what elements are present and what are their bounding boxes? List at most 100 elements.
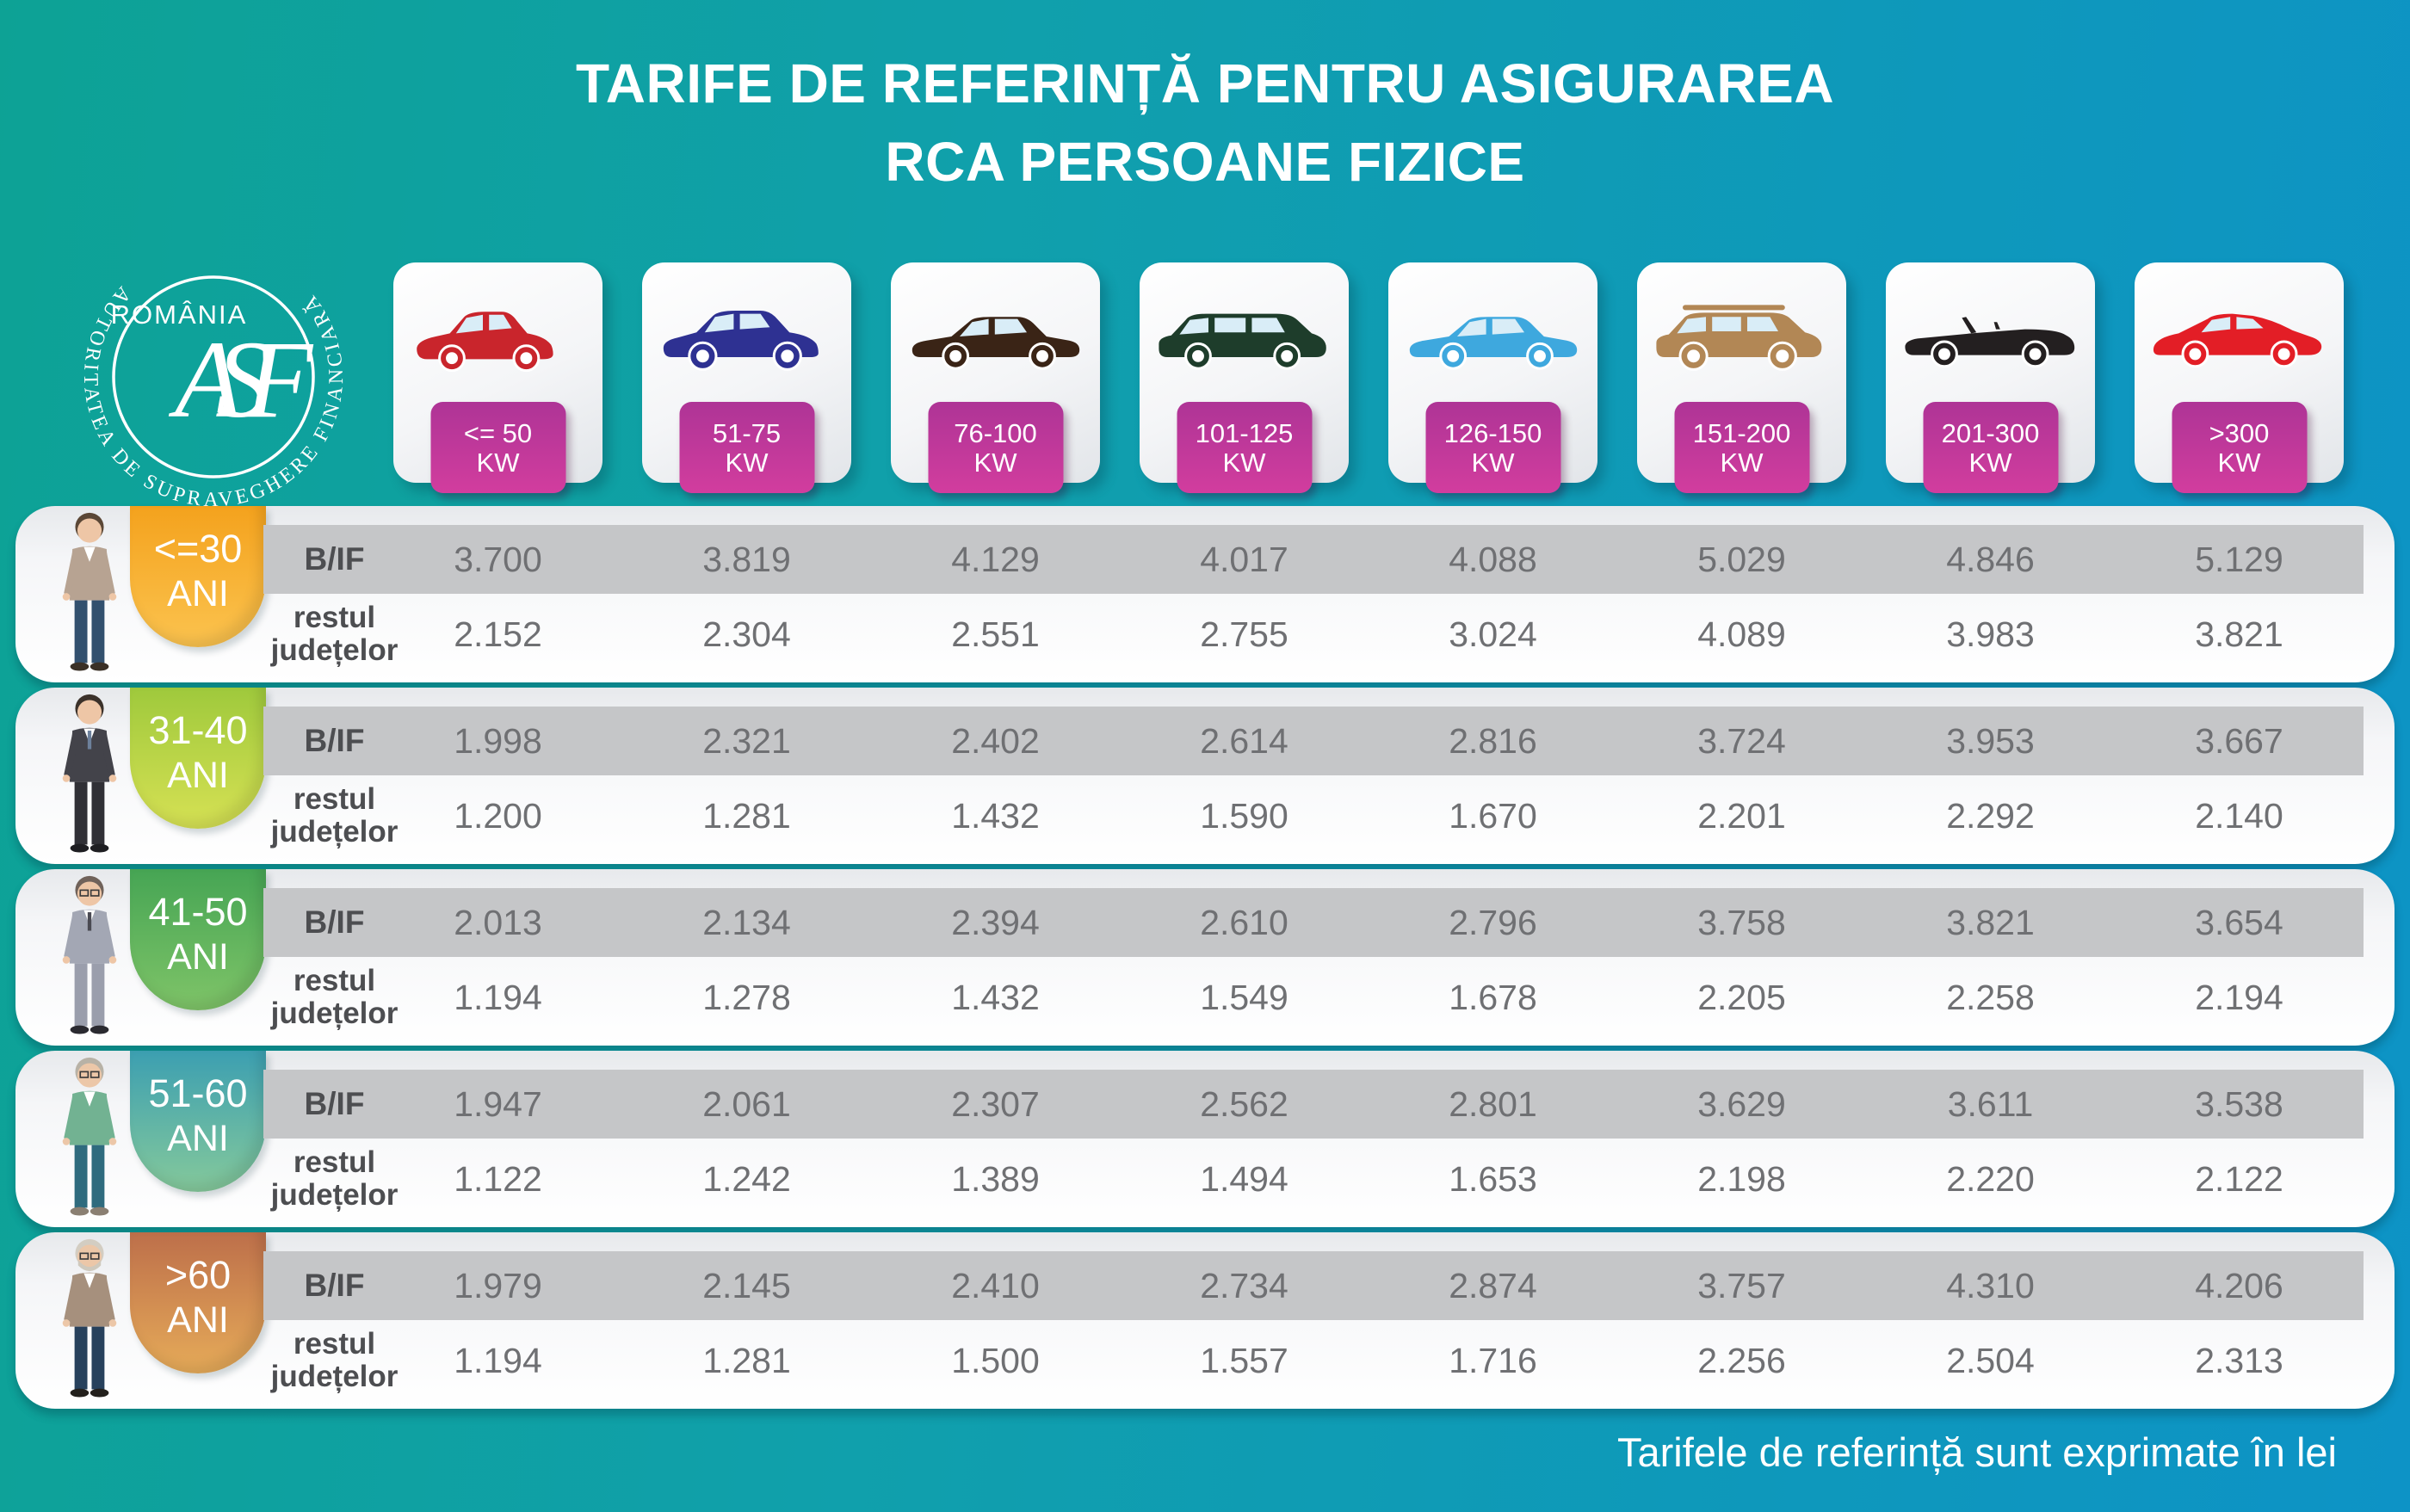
tariff-value-bif: 3.757 (1697, 1265, 1786, 1305)
tariff-value-rest: 2.313 (2195, 1340, 2283, 1380)
sports-car-icon (2152, 292, 2327, 381)
tariff-value-bif: 1.998 (454, 720, 542, 761)
power-category-card: <= 50 KW (393, 262, 602, 493)
tariff-value-bif: 2.307 (951, 1083, 1040, 1124)
rest-values: 1.122 1.242 1.389 1.494 1.653 2.198 2.220 2.122 (393, 1140, 2344, 1218)
tariff-value-bif: 3.611 (1947, 1083, 2034, 1124)
tariff-value-bif: 2.394 (951, 902, 1040, 942)
tariff-value-rest: 2.755 (1200, 614, 1288, 654)
kw-badge: <= 50 KW (430, 402, 565, 493)
tariff-value-bif: 2.145 (702, 1265, 791, 1305)
sedan-car-icon (908, 292, 1084, 381)
tariff-value-rest: 1.200 (454, 795, 542, 836)
tariff-value-bif: 3.819 (702, 539, 791, 579)
kw-badge: >300 KW (2172, 402, 2307, 493)
tariff-value-rest: 1.500 (951, 1340, 1040, 1380)
kw-range-label: <= 50 (463, 417, 533, 448)
tariff-value-bif: 2.410 (951, 1265, 1040, 1305)
rest-values: 1.200 1.281 1.432 1.590 1.670 2.201 2.292 2.140 (393, 777, 2344, 855)
bif-stripe (263, 888, 2364, 957)
power-category-card: 126-150 KW (1388, 262, 1597, 493)
page-title-line1: TARIFE DE REFERINȚĂ PENTRU ASIGURAREA (575, 52, 1835, 114)
tariff-value-bif: 3.538 (2195, 1083, 2283, 1124)
sedan-car-icon (1406, 292, 1581, 381)
bif-values: 1.979 2.145 2.410 2.734 2.874 3.757 4.310 4.206 (393, 1251, 2344, 1320)
rest-values: 1.194 1.278 1.432 1.549 1.678 2.205 2.258 2.194 (393, 959, 2344, 1036)
tariff-value-rest: 1.242 (702, 1158, 791, 1199)
tariff-value-bif: 2.402 (951, 720, 1040, 761)
age-range-label: 41-50 (148, 890, 248, 934)
tariff-value-bif: 2.801 (1449, 1083, 1537, 1124)
power-category-card: 151-200 KW (1637, 262, 1846, 493)
bif-label: B/IF (304, 723, 365, 758)
rest-of-counties-label: restul județelor (270, 1326, 399, 1393)
kw-range-label: 151-200 (1692, 417, 1791, 448)
age-range-label: 51-60 (148, 1071, 248, 1115)
tariff-value-rest: 2.292 (1946, 795, 2035, 836)
tariff-value-rest: 3.024 (1449, 614, 1537, 654)
tariff-value-bif: 1.979 (454, 1265, 542, 1305)
elderly-man-icon (46, 1238, 133, 1404)
tariff-value-bif: 2.321 (702, 720, 791, 761)
age-badge: 31-40 ANI (130, 688, 266, 829)
kw-badge: 151-200 KW (1674, 402, 1809, 493)
logo-monogram: ASF (169, 318, 314, 441)
power-category-card: >300 KW (2135, 262, 2344, 493)
tariff-value-rest: 2.152 (454, 614, 542, 654)
bif-values: 3.700 3.819 4.129 4.017 4.088 5.029 4.846 5.129 (393, 525, 2344, 594)
logo-country-label: ROMÂNIA (111, 299, 248, 330)
tariff-value-bif: 4.129 (951, 539, 1040, 579)
kw-unit-label: KW (1222, 447, 1266, 478)
tariff-value-rest: 1.194 (454, 1340, 542, 1380)
minivan-car-icon (1157, 292, 1332, 381)
tariff-value-rest: 2.551 (951, 614, 1040, 654)
kw-range-label: 76-100 (954, 417, 1037, 448)
tariff-value-rest: 3.821 (2195, 614, 2283, 654)
age-group-row: 51-60 ANI B/IF restul județelor 1.947 2.0… (15, 1051, 2395, 1227)
suit-man-icon (46, 694, 133, 859)
tariff-value-bif: 2.562 (1200, 1083, 1288, 1124)
bif-stripe (263, 1251, 2364, 1320)
tariff-value-bif: 3.953 (1946, 720, 2035, 761)
power-category-card: 76-100 KW (891, 262, 1100, 493)
tariff-value-rest: 1.678 (1449, 977, 1537, 1017)
kw-unit-label: KW (1471, 447, 1515, 478)
bif-label: B/IF (304, 904, 365, 940)
kw-badge: 51-75 KW (679, 402, 814, 493)
tariff-value-rest: 2.205 (1697, 977, 1786, 1017)
tariff-value-rest: 1.122 (454, 1158, 542, 1199)
bif-values: 1.998 2.321 2.402 2.614 2.816 3.724 3.953 3.667 (393, 707, 2344, 775)
tariff-value-bif: 2.734 (1200, 1265, 1288, 1305)
age-suffix-label: ANI (167, 1118, 229, 1160)
tariff-value-rest: 2.304 (702, 614, 791, 654)
rest-of-counties-label: restul județelor (270, 600, 399, 667)
power-category-card: 101-125 KW (1140, 262, 1349, 493)
age-range-label: <=30 (153, 527, 243, 571)
age-group-row: >60 ANI B/IF restul județelor 1.979 2.145… (15, 1232, 2395, 1409)
bif-stripe (263, 525, 2364, 594)
kw-badge: 76-100 KW (928, 402, 1063, 493)
rest-of-counties-label: restul județelor (270, 1145, 399, 1212)
age-group-row: 31-40 ANI B/IF restul județelor 1.998 2.3… (15, 688, 2395, 864)
logo-circle (112, 275, 315, 478)
hatchback-car-icon (411, 292, 586, 381)
kw-unit-label: KW (725, 447, 769, 478)
rest-of-counties-label: restul județelor (270, 963, 399, 1030)
bif-label: B/IF (304, 1268, 365, 1303)
age-badge: <=30 ANI (130, 506, 266, 647)
bif-stripe (263, 707, 2364, 775)
tariff-value-bif: 2.614 (1200, 720, 1288, 761)
age-badge: 41-50 ANI (130, 869, 266, 1010)
age-suffix-label: ANI (167, 755, 229, 797)
tariff-value-rest: 2.256 (1697, 1340, 1786, 1380)
age-range-label: >60 (164, 1253, 232, 1297)
tariff-value-rest: 2.140 (2195, 795, 2283, 836)
tariff-value-bif: 1.947 (454, 1083, 542, 1124)
age-suffix-label: ANI (167, 1299, 229, 1342)
tariff-value-bif: 4.206 (2195, 1265, 2283, 1305)
bif-values: 2.013 2.134 2.394 2.610 2.796 3.758 3.821 3.654 (393, 888, 2344, 957)
tariff-value-rest: 1.590 (1200, 795, 1288, 836)
tariff-value-rest: 1.281 (702, 1340, 791, 1380)
bif-label: B/IF (304, 1086, 365, 1121)
asf-romania-logo: ROMÂNIA ASF AUTORITATEA DE SUPRAVEGHERE … (79, 275, 346, 506)
